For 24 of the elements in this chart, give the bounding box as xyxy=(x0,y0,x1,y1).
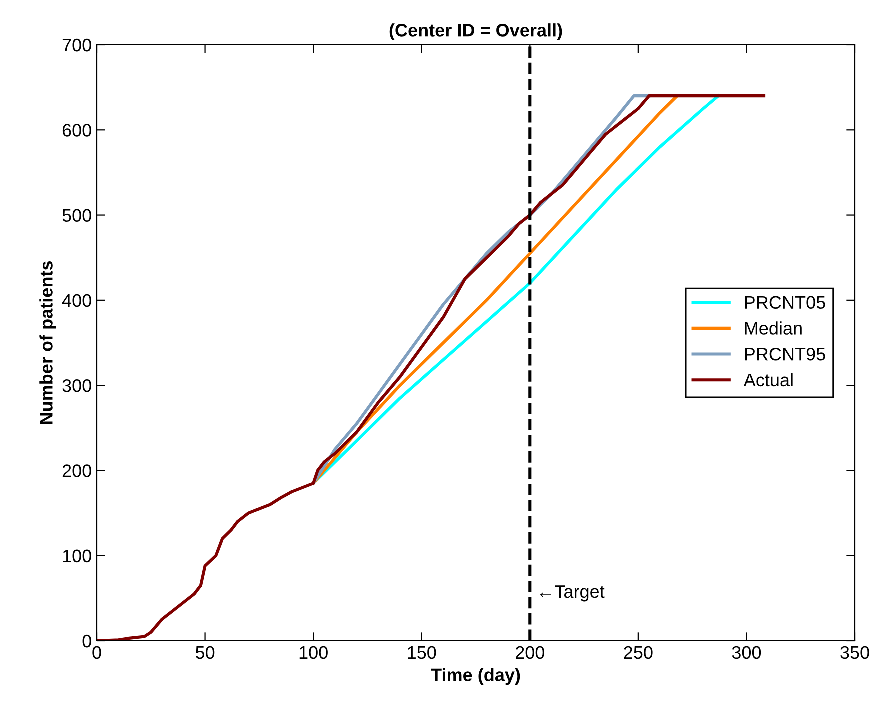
x-tick-label: 50 xyxy=(196,646,215,660)
y-tick-label: 600 xyxy=(62,124,92,137)
y-tick-label: 100 xyxy=(63,550,92,563)
y-tick-label: 500 xyxy=(62,209,92,222)
legend-label: PRCNT05 xyxy=(745,296,826,310)
x-tick-label: 350 xyxy=(840,646,870,660)
y-tick-label: 700 xyxy=(62,38,92,52)
x-tick-label: 200 xyxy=(516,646,544,660)
legend-label: Median xyxy=(745,322,802,335)
legend-label: Actual xyxy=(744,373,793,387)
x-tick-label: 300 xyxy=(732,646,762,660)
x-tick-label: 100 xyxy=(300,646,328,660)
y-axis-title: Number of patients xyxy=(40,261,56,424)
y-tick-label: 200 xyxy=(62,464,92,478)
x-tick-label: 250 xyxy=(624,646,653,660)
ref-line-label: ←Target xyxy=(540,586,605,602)
chart-title: (Center ID = Overall) xyxy=(390,24,562,40)
legend-label: PRCNT95 xyxy=(745,348,826,361)
y-tick-label: 300 xyxy=(62,380,92,392)
x-axis-title: Time (day) xyxy=(431,668,520,686)
y-tick-label: 400 xyxy=(62,294,92,308)
x-tick-label: 150 xyxy=(408,646,436,660)
y-tick-label: 0 xyxy=(82,634,92,648)
x-tick-label: 0 xyxy=(92,646,102,660)
